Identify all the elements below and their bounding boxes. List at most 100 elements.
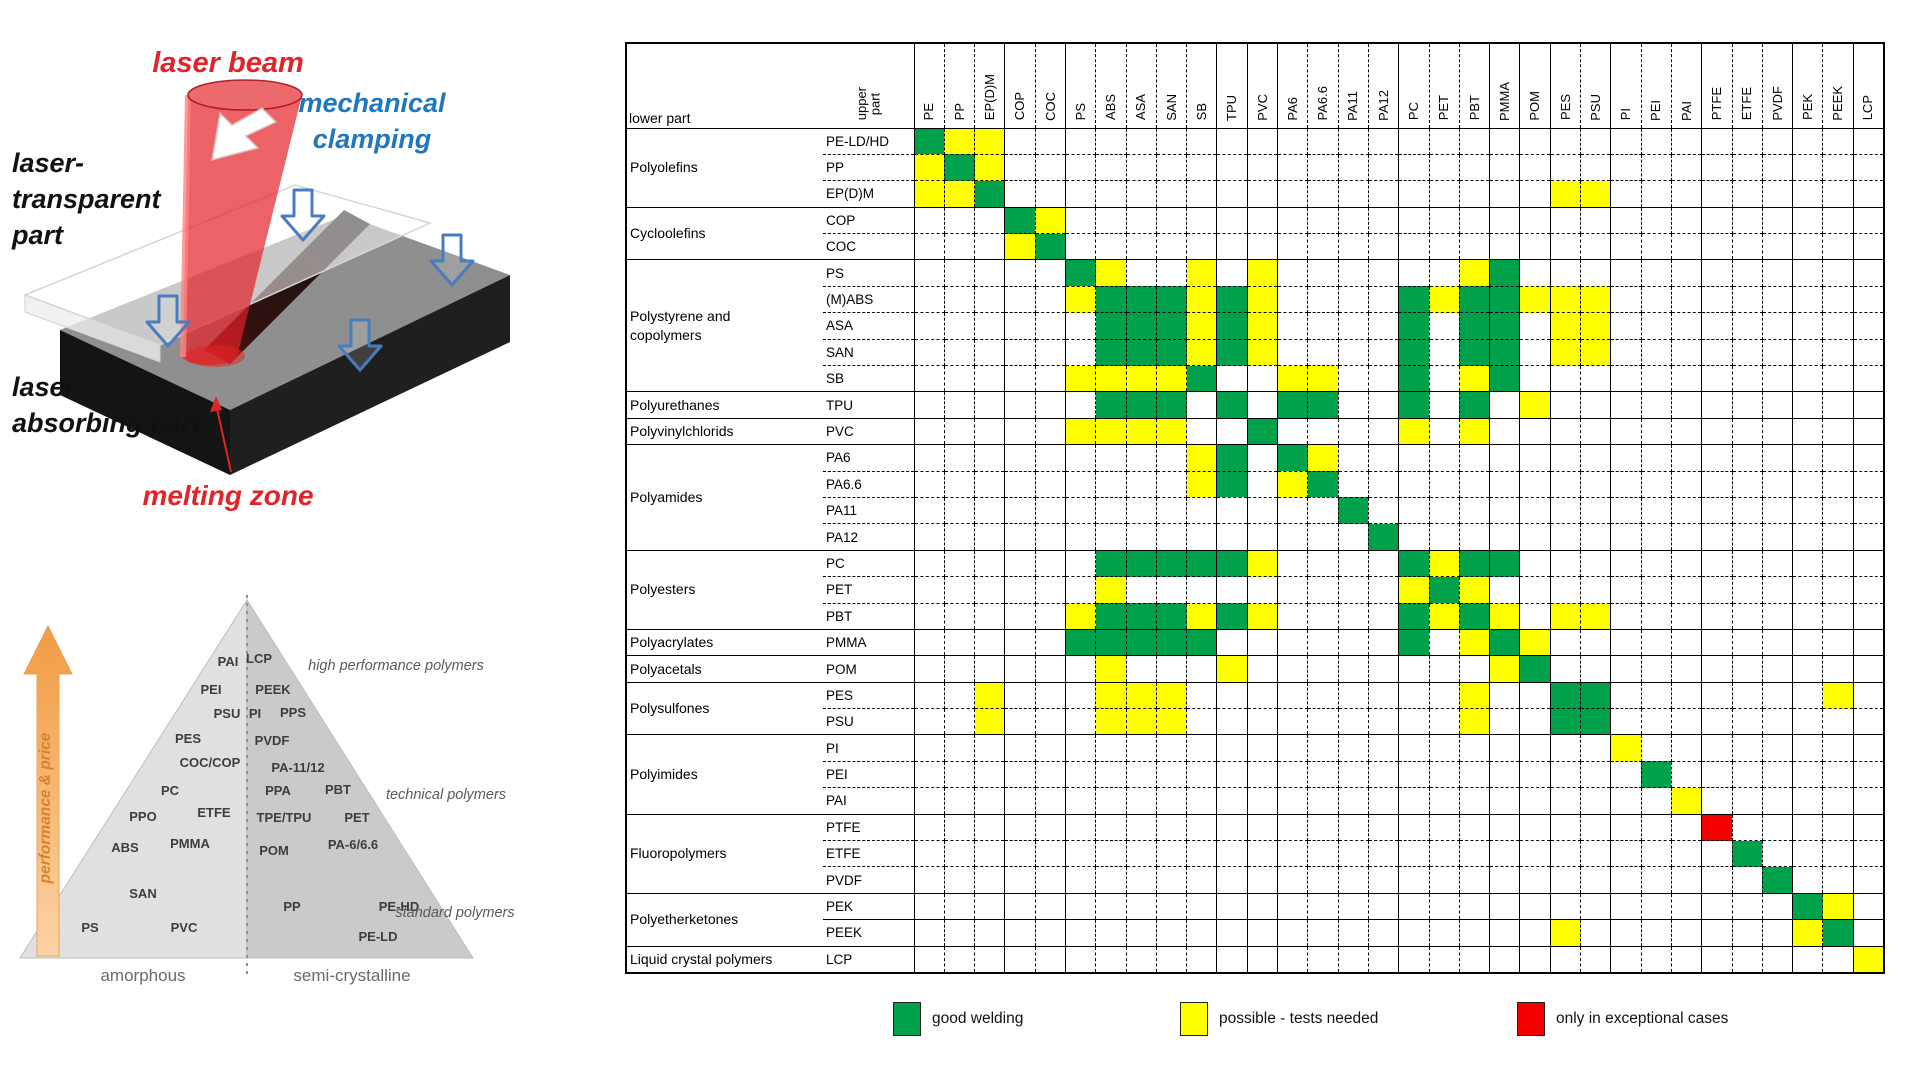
cell-PA11-PI: [1610, 497, 1642, 525]
cell-PEI-PI: [1610, 761, 1642, 789]
cell-PEEK-COC: [1034, 919, 1066, 947]
row-label-PAI: PAI: [823, 787, 915, 815]
cell-PET-PI: [1610, 576, 1642, 604]
cell-PTFE-LCP: [1852, 814, 1884, 842]
cell-PET-SB: [1186, 576, 1218, 604]
cell-PC-ETFE: [1731, 550, 1763, 578]
cell-PEEK-PES: [1549, 919, 1582, 947]
cell-PA6.6-PVDF: [1761, 471, 1794, 498]
cell-ASA-LCP: [1852, 312, 1884, 340]
cell-POM-PEEK: [1822, 655, 1854, 683]
cell-TPU-PE: [913, 391, 945, 419]
cell-COP-COC: [1034, 207, 1066, 235]
cell-LCP-SAN: [1155, 946, 1188, 973]
cell-TPU-PTFE: [1701, 391, 1733, 419]
cell-PVC-EP(D)M: [974, 418, 1006, 446]
cell-PA12-PSU: [1580, 523, 1612, 551]
cell-PEK-SAN: [1155, 893, 1188, 921]
cell-PC-PA12: [1367, 550, 1400, 578]
cell-PTFE-COP: [1004, 814, 1036, 842]
group-label: Fluoropolymers: [630, 845, 727, 862]
cell-PI-ABS: [1095, 734, 1127, 762]
cell-PMMA-SB: [1186, 629, 1218, 657]
cell-SB-PVDF: [1761, 365, 1794, 393]
cell-PES-PET: [1428, 682, 1460, 710]
cell-PMMA-COC: [1034, 629, 1066, 657]
cell-PEK-SB: [1186, 893, 1218, 921]
cell-ETFE-PEI: [1640, 840, 1672, 868]
cell-PET-PA6.6: [1307, 576, 1339, 604]
cell-PVDF-PA12: [1367, 866, 1400, 894]
cell-COC-PC: [1398, 233, 1430, 261]
cell-PA11-PA12: [1367, 497, 1400, 525]
cell-PC-TPU: [1216, 550, 1248, 578]
cell-PTFE-ABS: [1095, 814, 1127, 842]
column-header-label: PBT: [1466, 95, 1482, 121]
cell-PBT-ABS: [1095, 603, 1127, 630]
cell-PMMA-PVDF: [1761, 629, 1794, 657]
cell-PES-TPU: [1216, 682, 1248, 710]
column-header-label: PA12: [1375, 89, 1391, 121]
row-label-SB: SB: [823, 365, 915, 393]
cell-PI-PBT: [1458, 734, 1491, 762]
cell-PA11-PSU: [1580, 497, 1612, 525]
cell-ASA-PES: [1549, 312, 1582, 340]
cell-POM-PA6.6: [1307, 655, 1339, 683]
cell-PEI-PVC: [1246, 761, 1279, 789]
absorbing-plate-front-left: [60, 330, 230, 475]
cell-PAI-LCP: [1852, 787, 1884, 815]
cell-PC-PET: [1428, 550, 1460, 578]
cell-PP-TPU: [1216, 154, 1248, 182]
group-label: Polyamides: [630, 489, 703, 506]
column-header-PP: PP: [944, 43, 976, 129]
group-label: Polyolefins: [630, 159, 698, 176]
cell-ASA-SAN: [1155, 312, 1188, 340]
pyramid-item-PA-11/12: PA-11/12: [271, 760, 324, 775]
cell-PA6.6-ASA: [1125, 471, 1157, 498]
cell-PTFE-POM: [1519, 814, 1551, 842]
cell-SB-ETFE: [1731, 365, 1763, 393]
cell-PEI-PBT: [1458, 761, 1491, 789]
cell-PTFE-PA6.6: [1307, 814, 1339, 842]
cell-COP-POM: [1519, 207, 1551, 235]
cell-(M)ABS-TPU: [1216, 286, 1248, 314]
cell-PEI-PA11: [1337, 761, 1369, 789]
cell-PC-COC: [1034, 550, 1066, 578]
cell-PTFE-PBT: [1458, 814, 1491, 842]
cell-PI-PET: [1428, 734, 1460, 762]
cell-PVC-PA11: [1337, 418, 1369, 446]
cell-PP-PA12: [1367, 154, 1400, 182]
clamp-arrow-icon: [280, 188, 326, 242]
cell-PAI-SAN: [1155, 787, 1188, 815]
pyramid-item-SAN: SAN: [129, 886, 156, 901]
column-header-label: EP(D)M: [981, 74, 997, 121]
column-header-label: PE: [921, 103, 937, 121]
group-label-fluoropolymers: Fluoropolymers: [626, 814, 823, 894]
cell-PET-EP(D)M: [974, 576, 1006, 604]
cell-PS-PSU: [1580, 259, 1612, 287]
cell-PAI-ASA: [1125, 787, 1157, 815]
cell-PTFE-PA12: [1367, 814, 1400, 842]
cell-PEI-PS: [1064, 761, 1097, 789]
cell-PAI-PI: [1610, 787, 1642, 815]
cell-PEEK-PVC: [1246, 919, 1279, 947]
polymer-pyramid: performance & price PAIPEIPSUPESCOC/COPP…: [19, 595, 515, 985]
cell-PVC-PC: [1398, 418, 1430, 446]
cell-PSU-POM: [1519, 708, 1551, 736]
cell-COC-PP: [943, 233, 976, 261]
cell-(M)ABS-ETFE: [1731, 286, 1763, 314]
clamp-arrow-icon: [429, 233, 475, 287]
cell-ASA-PSU: [1580, 312, 1612, 340]
cell-PA12-ASA: [1125, 523, 1157, 551]
cell-PS-POM: [1519, 259, 1551, 287]
cell-SB-PP: [943, 365, 976, 393]
cell-(M)ABS-PA11: [1337, 286, 1369, 314]
cell-PP-PMMA: [1489, 154, 1521, 182]
row-label-PI: PI: [823, 734, 915, 762]
cell-ETFE-PBT: [1458, 840, 1491, 868]
cell-(M)ABS-PES: [1549, 286, 1582, 314]
cell-PMMA-PA6: [1277, 629, 1309, 657]
cell-PEI-PE: [913, 761, 945, 789]
cell-EP(D)M-TPU: [1216, 180, 1248, 208]
cell-PI-PS: [1064, 734, 1097, 762]
